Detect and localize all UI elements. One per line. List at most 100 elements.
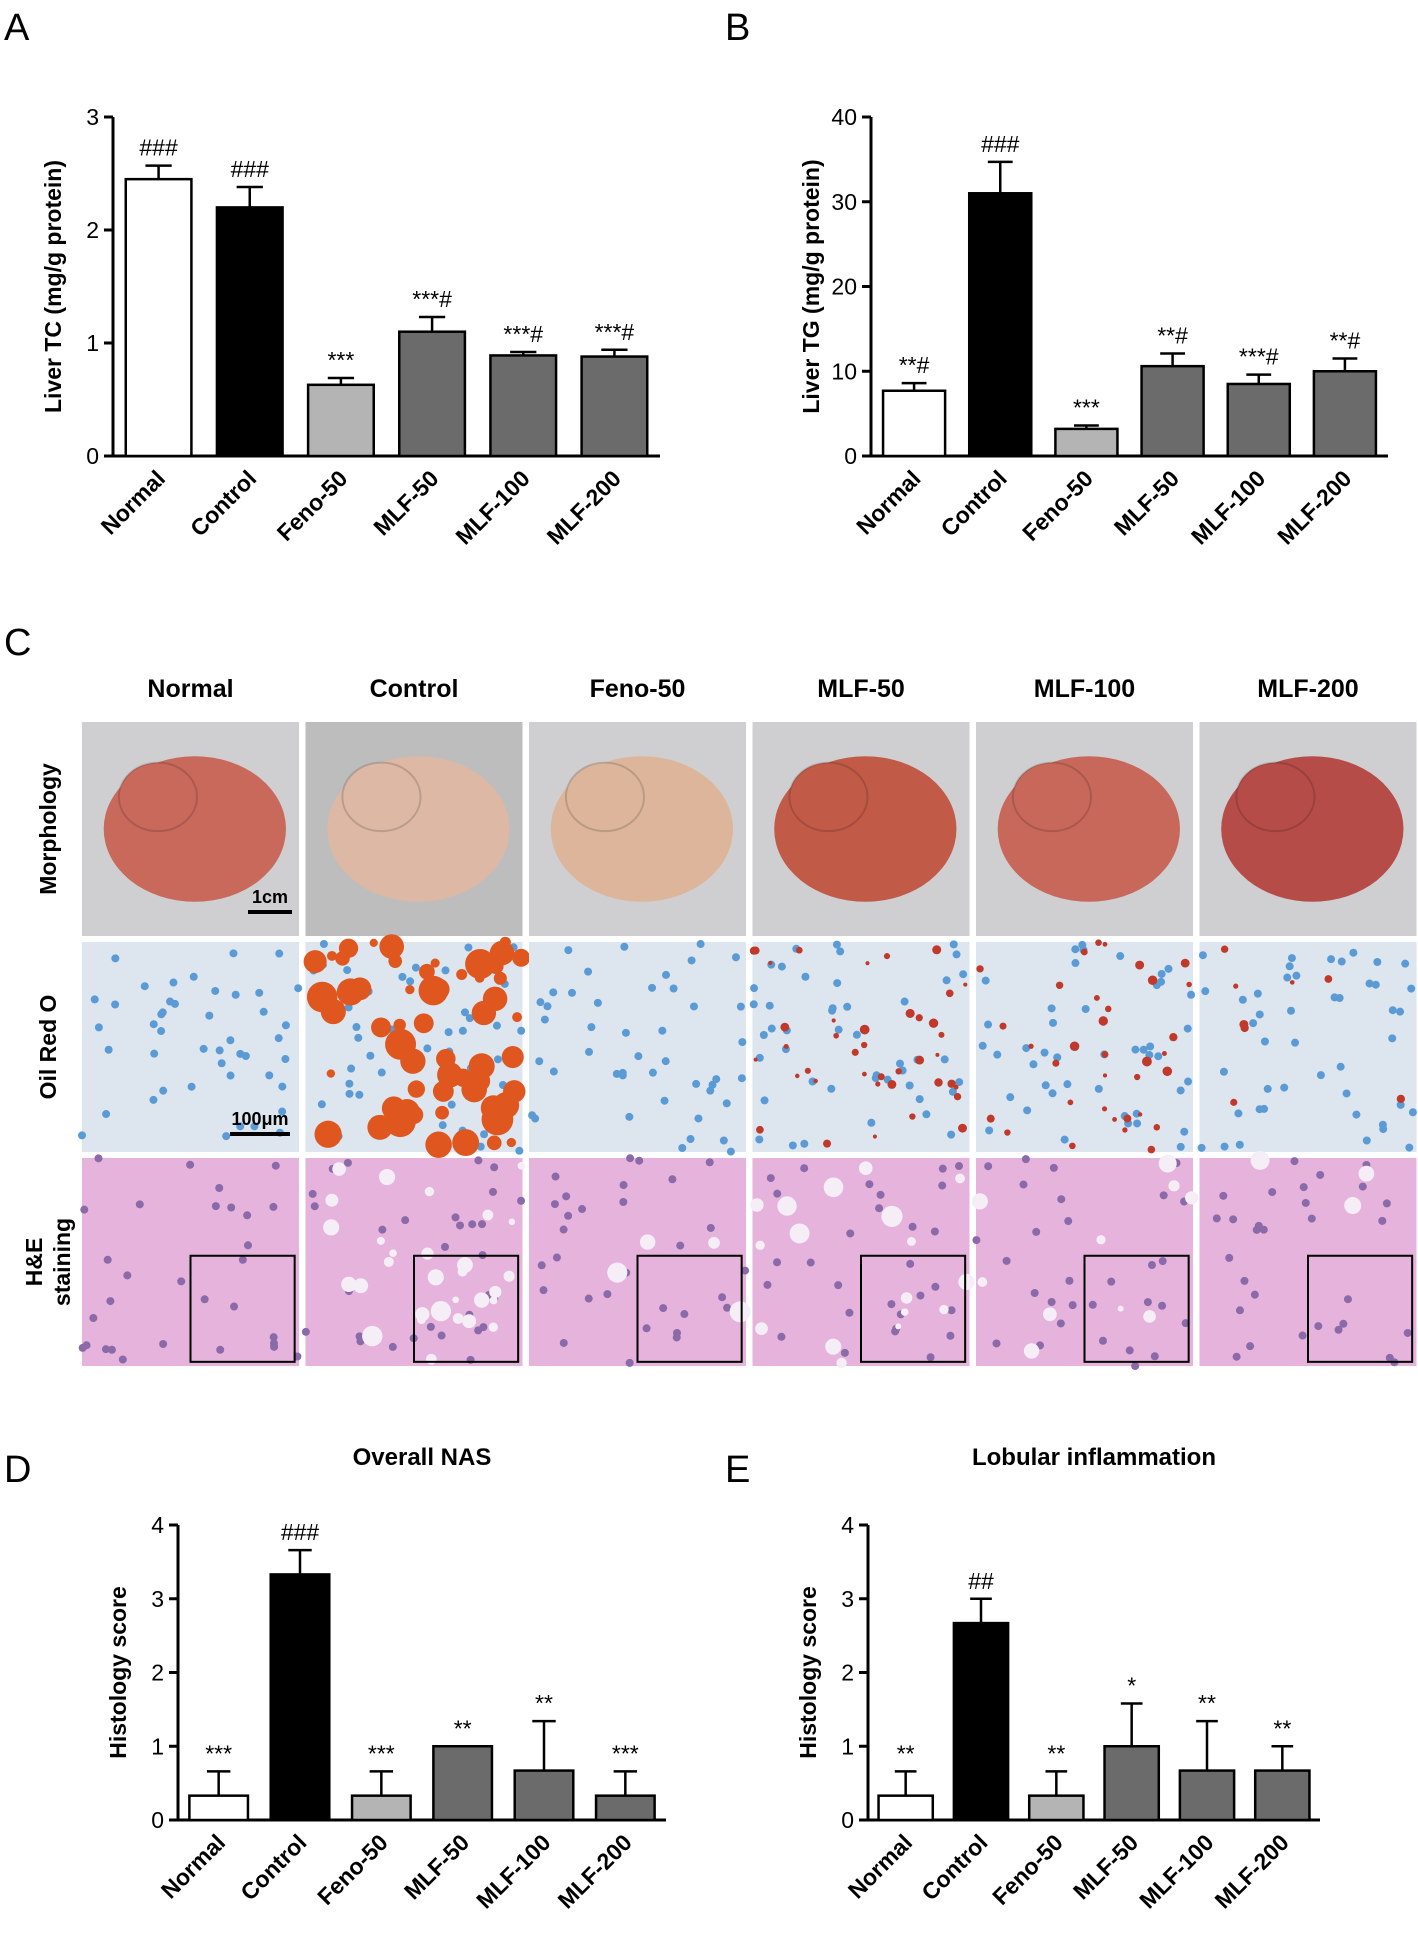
- nucleus: [460, 1008, 469, 1017]
- nucleus: [852, 1030, 861, 1039]
- nucleus: [447, 1100, 456, 1109]
- nucleus: [80, 1205, 89, 1214]
- nucleus: [706, 1223, 715, 1232]
- nucleus: [310, 1202, 319, 1211]
- lipid: [823, 1139, 832, 1148]
- liver-lobe: [1011, 761, 1093, 833]
- nucleus: [908, 1222, 917, 1231]
- nucleus: [474, 1326, 483, 1335]
- lipid: [915, 1014, 923, 1022]
- row-label: Morphology: [35, 763, 61, 895]
- y-tick-label: 2: [151, 1660, 164, 1686]
- y-tick-label: 0: [841, 1807, 854, 1833]
- nucleus: [846, 1229, 855, 1238]
- nucleus: [1287, 954, 1296, 963]
- nucleus: [490, 1163, 499, 1172]
- bar: [952, 1621, 1010, 1822]
- nucleus: [265, 1071, 274, 1080]
- nucleus: [800, 1164, 809, 1173]
- nucleus: [1343, 1295, 1352, 1304]
- value-label: ###: [231, 156, 270, 182]
- nucleus: [215, 1184, 224, 1193]
- vacuole: [836, 1357, 847, 1369]
- nucleus: [352, 1023, 361, 1032]
- nucleus: [827, 1084, 836, 1093]
- lipid: [419, 963, 435, 980]
- nucleus: [1373, 957, 1382, 966]
- bar: [877, 1794, 935, 1822]
- nucleus: [517, 1026, 526, 1035]
- nucleus: [723, 1303, 732, 1312]
- lipid: [999, 1022, 1007, 1030]
- nucleus: [562, 1192, 571, 1201]
- nucleus: [726, 1147, 735, 1156]
- y-axis-label: Liver TG (mg/g protein): [798, 159, 824, 413]
- lipid: [369, 938, 378, 947]
- liver-lobe: [788, 761, 869, 833]
- nucleus: [1116, 952, 1125, 961]
- inset-box: [860, 1254, 967, 1363]
- value-label: ***: [612, 1740, 639, 1766]
- vacuole: [489, 1285, 502, 1299]
- x-tick-label: MLF-200: [1210, 1829, 1294, 1913]
- nucleus: [1407, 984, 1416, 993]
- value-label: ##: [968, 1568, 994, 1594]
- nucleus: [584, 967, 593, 976]
- nucleus: [1094, 1084, 1103, 1093]
- y-tick-label: 3: [86, 104, 99, 130]
- vacuole: [942, 1306, 949, 1313]
- nucleus: [294, 984, 303, 993]
- nucleus: [1157, 969, 1166, 978]
- nucleus: [243, 1241, 252, 1250]
- lipid: [348, 977, 372, 1001]
- vacuole: [323, 1219, 340, 1236]
- nucleus: [1146, 1042, 1155, 1051]
- bar: [188, 1794, 250, 1822]
- vacuole: [750, 1198, 764, 1212]
- lipid: [303, 950, 327, 974]
- nucleus: [301, 1327, 310, 1336]
- nucleus: [845, 1308, 854, 1317]
- value-label: ***: [368, 1740, 395, 1766]
- nucleus: [1327, 955, 1336, 964]
- nucleus: [738, 1038, 747, 1047]
- nucleus: [1197, 1143, 1206, 1152]
- nucleus: [78, 1131, 87, 1140]
- y-axis-label: Liver TC (mg/g protein): [40, 160, 66, 413]
- nucleus: [103, 1255, 112, 1264]
- vacuole: [777, 1196, 797, 1216]
- nucleus: [938, 1181, 947, 1190]
- nucleus: [1071, 945, 1080, 954]
- nucleus: [1164, 964, 1173, 973]
- bar: [967, 192, 1033, 458]
- lipid: [413, 1013, 434, 1034]
- lipid: [953, 1084, 959, 1090]
- nucleus: [1240, 1276, 1249, 1285]
- nucleus: [712, 1075, 721, 1084]
- nucleus: [1088, 1300, 1097, 1309]
- lipid: [883, 953, 891, 960]
- nucleus: [635, 1156, 644, 1165]
- nucleus: [984, 1020, 993, 1029]
- lipid: [935, 1052, 940, 1057]
- nucleus: [269, 1202, 278, 1211]
- nucleus: [1048, 1089, 1057, 1098]
- nucleus: [1349, 948, 1358, 957]
- nucleus: [578, 1205, 587, 1214]
- lipid: [813, 1078, 818, 1084]
- lipid: [1180, 958, 1190, 968]
- nucleus: [438, 1121, 447, 1130]
- nucleus: [722, 1099, 731, 1108]
- vacuole: [421, 1247, 434, 1260]
- nucleus: [150, 1049, 159, 1058]
- vacuole: [376, 1236, 385, 1245]
- nucleus: [625, 1358, 634, 1367]
- nucleus: [1401, 959, 1410, 968]
- nucleus: [559, 1338, 568, 1347]
- nucleus: [1263, 1084, 1272, 1093]
- vacuole: [426, 1353, 437, 1365]
- nucleus: [621, 1028, 630, 1037]
- y-tick-label: 4: [151, 1512, 164, 1538]
- nucleus: [940, 1055, 949, 1064]
- nucleus: [686, 1135, 695, 1144]
